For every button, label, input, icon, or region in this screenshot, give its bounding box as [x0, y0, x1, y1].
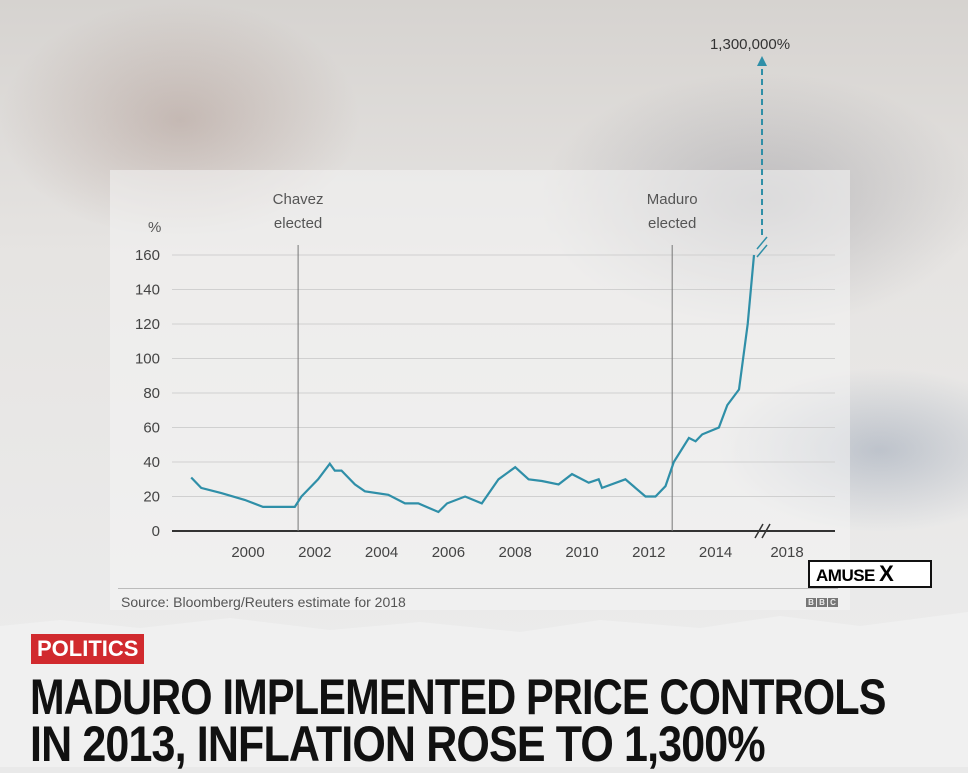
- bbc-logo: B B C: [806, 598, 838, 607]
- x-tick-label: 2012: [632, 544, 665, 561]
- y-tick-label: 80: [143, 385, 160, 402]
- annotation-label: Chavez: [273, 191, 324, 208]
- x-tick-label: 2010: [565, 544, 598, 561]
- axis-break-mark: [754, 523, 764, 539]
- amuse-logo-text: AMUSE: [816, 566, 875, 585]
- series-break-mark: [756, 244, 768, 258]
- estimate-arrowhead: [757, 56, 768, 66]
- series-break-mark: [756, 236, 768, 250]
- x-tick-label: 2008: [499, 544, 532, 561]
- annotation-label: elected: [648, 215, 696, 232]
- annotation-label: Maduro: [647, 191, 698, 208]
- estimate-label: 1,300,000%: [710, 36, 790, 53]
- x-tick-label: 2018: [770, 544, 803, 561]
- source-divider: [118, 588, 838, 589]
- amuse-logo-x: X: [879, 561, 894, 586]
- inflation-line: [190, 254, 756, 514]
- y-tick-label: 20: [143, 489, 160, 506]
- axis-break-mark: [761, 523, 771, 539]
- x-tick-label: 2000: [231, 544, 264, 561]
- torn-paper-panel: [0, 612, 968, 767]
- y-tick-label: 120: [135, 316, 160, 333]
- source-note: Source: Bloomberg/Reuters estimate for 2…: [121, 594, 406, 610]
- headline-line-2: IN 2013, INFLATION ROSE TO 1,300%: [30, 716, 766, 772]
- annotation-label: elected: [274, 215, 322, 232]
- x-tick-label: 2014: [699, 544, 732, 561]
- bbc-logo-b1: B: [806, 598, 816, 607]
- headline-line-1: MADURO IMPLEMENTED PRICE CONTROLS: [30, 669, 886, 725]
- bbc-logo-b2: B: [817, 598, 827, 607]
- category-tag: POLITICS: [31, 634, 145, 664]
- y-axis-unit: %: [148, 219, 161, 236]
- y-tick-label: 40: [143, 454, 160, 471]
- x-tick-label: 2002: [298, 544, 331, 561]
- x-tick-label: 2006: [432, 544, 465, 561]
- bbc-logo-c: C: [828, 598, 838, 607]
- y-tick-label: 160: [135, 247, 160, 264]
- y-tick-label: 60: [143, 420, 160, 437]
- y-tick-label: 100: [135, 351, 160, 368]
- y-tick-label: 140: [135, 282, 160, 299]
- chart-backdrop: [110, 170, 850, 610]
- x-tick-label: 2004: [365, 544, 398, 561]
- y-tick-label: 0: [152, 523, 160, 540]
- amuse-logo: AMUSE X: [808, 560, 932, 588]
